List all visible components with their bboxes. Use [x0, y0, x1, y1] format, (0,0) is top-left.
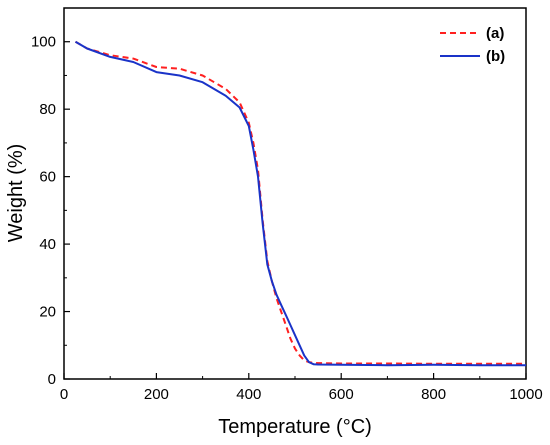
x-tick-label-0: 0	[60, 386, 68, 403]
x-tick-label-200: 200	[144, 386, 169, 403]
series-line-b	[74, 40, 526, 367]
series-layer	[74, 40, 526, 367]
x-tick-label-800: 800	[421, 386, 446, 403]
ticks-layer: 0 200 400 600 800 1000 0 20 40 60 80 100	[31, 34, 543, 403]
legend: (a) (b)	[440, 25, 505, 65]
x-tick-label-400: 400	[236, 386, 261, 403]
y-tick-label-80: 80	[39, 101, 56, 118]
y-tick-label-60: 60	[39, 169, 56, 186]
legend-label-a: (a)	[486, 25, 504, 42]
x-axis-title: Temperature (°C)	[218, 416, 372, 438]
y-tick-label-20: 20	[39, 304, 56, 321]
y-tick-label-0: 0	[48, 371, 56, 388]
x-tick-label-1000: 1000	[509, 386, 542, 403]
x-tick-label-600: 600	[329, 386, 354, 403]
series-line-a	[74, 40, 526, 365]
plot-frame	[63, 7, 527, 380]
legend-label-b: (b)	[486, 48, 505, 65]
y-axis-title: Weight (%)	[5, 144, 27, 243]
y-tick-label-40: 40	[39, 236, 56, 253]
y-tick-label-100: 100	[31, 34, 56, 51]
